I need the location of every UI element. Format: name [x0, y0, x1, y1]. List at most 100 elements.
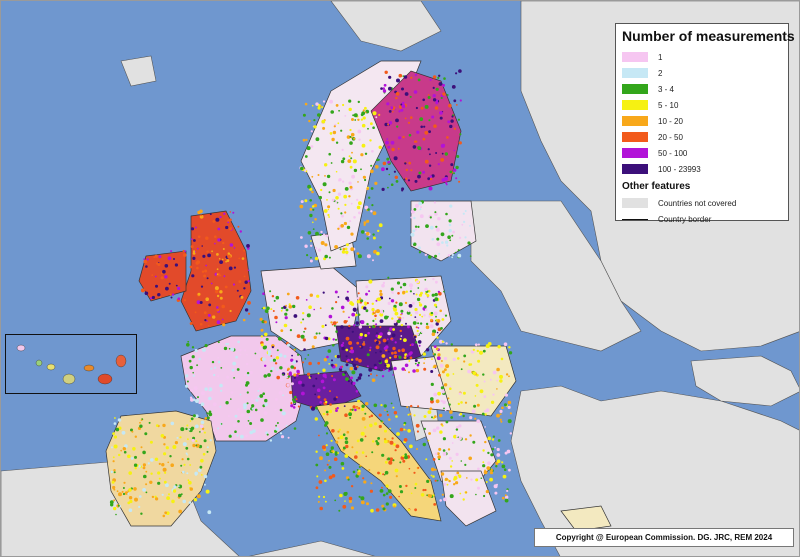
- measurement-dot: [444, 240, 449, 244]
- measurement-dot: [149, 440, 153, 444]
- measurement-dot: [364, 106, 367, 110]
- measurement-dot: [439, 116, 443, 120]
- measurement-dot: [375, 345, 380, 350]
- measurement-dot: [352, 159, 357, 164]
- measurement-dot: [342, 247, 346, 251]
- measurement-dot: [411, 301, 415, 305]
- measurement-dot: [441, 241, 444, 244]
- measurement-dot: [375, 508, 380, 512]
- measurement-dot: [261, 423, 264, 426]
- measurement-dot: [453, 348, 458, 353]
- measurement-dot: [345, 336, 350, 341]
- measurement-dot: [391, 291, 394, 294]
- measurement-dot: [464, 401, 468, 404]
- measurement-dot: [321, 324, 325, 328]
- measurement-dot: [440, 232, 445, 237]
- measurement-dot: [389, 327, 393, 331]
- measurement-dot: [391, 333, 396, 338]
- measurement-dot: [360, 431, 365, 436]
- measurement-dot: [345, 243, 349, 247]
- measurement-dot: [339, 435, 344, 440]
- measurement-dot: [324, 469, 327, 472]
- measurement-dot: [420, 291, 423, 295]
- measurement-dot: [206, 416, 210, 420]
- measurement-dot: [338, 178, 342, 182]
- measurement-dot: [207, 253, 212, 258]
- measurement-dot: [419, 303, 423, 307]
- measurement-dot: [414, 310, 419, 315]
- measurement-dot: [363, 221, 367, 225]
- measurement-dot: [439, 309, 443, 313]
- measurement-dot: [227, 219, 230, 223]
- measurement-dot: [381, 354, 386, 358]
- measurement-dot: [190, 426, 195, 430]
- measurement-dot: [387, 160, 391, 164]
- measurement-dot: [368, 469, 371, 471]
- measurement-dot: [338, 428, 341, 431]
- measurement-dot: [174, 441, 178, 445]
- measurement-dot: [271, 295, 275, 298]
- measurement-dot: [361, 408, 365, 411]
- measurement-dot: [506, 449, 511, 454]
- measurement-dot: [112, 485, 116, 490]
- measurement-dot: [458, 392, 462, 395]
- measurement-dot: [432, 86, 435, 89]
- measurement-dot: [415, 319, 419, 322]
- measurement-dot: [365, 402, 369, 406]
- measurement-dot: [507, 405, 511, 409]
- measurement-dot: [308, 305, 312, 310]
- measurement-dot: [479, 350, 483, 355]
- measurement-dot: [247, 374, 250, 377]
- measurement-dot: [501, 461, 504, 464]
- measurement-dot: [341, 250, 346, 254]
- measurement-dot: [290, 402, 293, 405]
- measurement-dot: [432, 475, 435, 478]
- measurement-dot: [328, 314, 333, 319]
- measurement-dot: [333, 125, 336, 128]
- measurement-dot: [314, 218, 317, 221]
- measurement-dot: [401, 104, 406, 109]
- measurement-dot: [441, 340, 444, 343]
- measurement-dot: [337, 296, 340, 298]
- measurement-dot: [337, 192, 342, 196]
- measurement-dot: [216, 273, 219, 276]
- measurement-dot: [434, 211, 437, 214]
- measurement-dot: [318, 495, 321, 498]
- measurement-dot: [157, 471, 161, 475]
- measurement-dot: [444, 152, 448, 156]
- measurement-dot: [209, 213, 212, 216]
- measurement-dot: [220, 423, 223, 425]
- measurement-dot: [208, 303, 212, 307]
- measurement-dot: [189, 420, 192, 422]
- measurement-dot: [280, 329, 284, 332]
- measurement-dot: [395, 301, 398, 304]
- measurement-dot: [449, 410, 453, 414]
- measurement-dot: [225, 401, 229, 405]
- measurement-dot: [200, 474, 203, 476]
- measurement-dot: [216, 294, 220, 298]
- measurement-dot: [443, 383, 448, 387]
- measurement-dot: [491, 448, 495, 451]
- measurement-dot: [142, 463, 146, 467]
- measurement-dot: [391, 147, 395, 152]
- measurement-dot: [423, 367, 427, 371]
- measurement-dot: [243, 403, 247, 408]
- measurement-dot: [390, 287, 394, 291]
- measurement-dot: [345, 377, 349, 381]
- legend-swatch: [622, 100, 648, 110]
- measurement-dot: [384, 359, 389, 364]
- measurement-dot: [388, 350, 390, 353]
- measurement-dot: [402, 316, 405, 319]
- measurement-dot: [355, 451, 358, 454]
- measurement-dot: [309, 199, 313, 202]
- measurement-dot: [428, 186, 433, 191]
- measurement-dot: [364, 152, 368, 155]
- measurement-dot: [425, 348, 430, 352]
- measurement-dot: [504, 498, 509, 503]
- measurement-dot: [164, 471, 167, 474]
- measurement-dot: [363, 480, 367, 484]
- measurement-dot: [449, 385, 452, 388]
- measurement-dot: [237, 225, 240, 228]
- measurement-dot: [411, 242, 414, 245]
- measurement-dot: [342, 180, 345, 183]
